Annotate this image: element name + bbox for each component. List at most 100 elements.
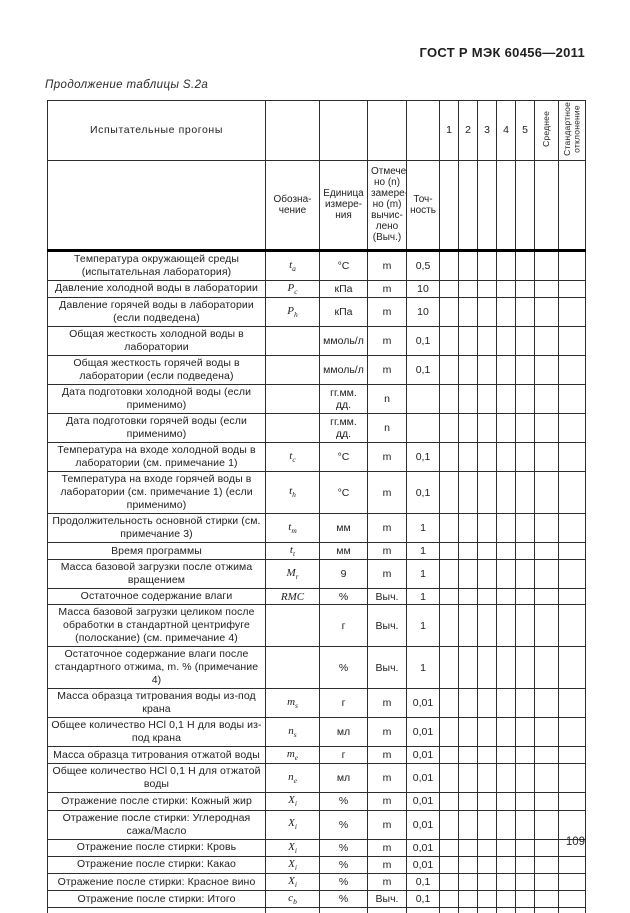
empty-cell [47, 907, 266, 913]
header-run-1: 1 [439, 100, 459, 161]
cell-run-value [458, 413, 478, 444]
cell-symbol: tm [265, 513, 320, 544]
cell-mean-value [534, 297, 559, 328]
cell-run-value [439, 355, 459, 386]
header-empty-cell [534, 159, 559, 252]
cell-accuracy: 1 [406, 646, 440, 690]
cell-run-value [458, 279, 478, 299]
header-runs-title: Испытательные прогоны [47, 100, 266, 161]
cell-run-value [439, 717, 459, 748]
table-row: Отражение после стирки: Кровь Xi% m 0,01 [47, 838, 586, 857]
cell-marked: m [367, 717, 407, 748]
cell-symbol: Xi [265, 838, 320, 857]
table-row: Общая жесткость холодной воды в лаборато… [47, 326, 586, 357]
cell-parameter: Остаточное содержание влаги после станда… [47, 646, 266, 690]
cell-unit: г [319, 688, 368, 719]
cell-symbol: tt [265, 542, 320, 561]
cell-run-value [496, 646, 516, 690]
cell-mean-value [534, 717, 559, 748]
header-row-1: Испытательные прогоны 1 2 3 4 5 Среднее … [47, 100, 586, 161]
cell-symbol: th [265, 471, 320, 515]
cell-stddev-value [558, 326, 586, 357]
cell-stddev-value [558, 746, 586, 765]
cell-unit: °C [319, 471, 368, 515]
table-row: Масса образца титрования отжатой воды me г… [47, 746, 586, 765]
cell-accuracy: 0,1 [406, 326, 440, 357]
doc-number: ГОСТ Р МЭК 60456—2011 [419, 45, 585, 60]
cell-parameter: Общая жесткость горячей воды в лаборатор… [47, 355, 266, 386]
cell-run-value [458, 746, 478, 765]
table-row: Общее количество HCl 0,1 Н для воды из-п… [47, 717, 586, 748]
table-row-empty [47, 907, 586, 913]
table-row: Дата подготовки холодной воды (если прим… [47, 384, 586, 415]
table-row: Масса образца титрования воды из-под кра… [47, 688, 586, 719]
header-empty-cell [406, 100, 440, 161]
cell-parameter: Отражение после стирки: Кожный жир [47, 792, 266, 811]
cell-run-value [439, 326, 459, 357]
table-row: Отражение после стирки: Какао Xi% m 0,01 [47, 855, 586, 874]
cell-run-value [458, 646, 478, 690]
cell-unit: кПа [319, 279, 368, 299]
cell-run-value [515, 855, 535, 874]
cell-symbol: Pc [265, 279, 320, 299]
cell-run-value [515, 604, 535, 648]
cell-run-value [458, 384, 478, 415]
cell-run-value [458, 838, 478, 857]
cell-marked: m [367, 746, 407, 765]
table-row: Продолжительность основной стирки (см. п… [47, 513, 586, 544]
cell-run-value [496, 471, 516, 515]
cell-run-value [477, 559, 497, 590]
cell-run-value [458, 559, 478, 590]
cell-run-value [439, 890, 459, 909]
cell-accuracy: 0,01 [406, 855, 440, 874]
cell-run-value [477, 763, 497, 794]
cell-run-value [515, 688, 535, 719]
cell-mean-value [534, 792, 559, 811]
header-empty-cell [367, 100, 407, 161]
cell-parameter: Продолжительность основной стирки (см. п… [47, 513, 266, 544]
cell-mean-value [534, 326, 559, 357]
cell-run-value [515, 513, 535, 544]
cell-stddev-value [558, 717, 586, 748]
cell-run-value [496, 297, 516, 328]
cell-stddev-value [558, 249, 586, 281]
table-row: Отражение после стирки: Красное вино Xi% m… [47, 872, 586, 892]
cell-mean-value [534, 384, 559, 415]
empty-cell [534, 907, 559, 913]
empty-cell [367, 907, 407, 913]
cell-run-value [496, 326, 516, 357]
cell-symbol: Xi [265, 855, 320, 874]
cell-symbol [265, 604, 320, 648]
header-mean: Среднее [534, 100, 559, 161]
cell-run-value [458, 355, 478, 386]
cell-unit: % [319, 872, 368, 892]
table-caption: Продолжение таблицы S.2a [45, 79, 209, 91]
cell-run-value [477, 513, 497, 544]
cell-parameter: Отражение после стирки: Красное вино [47, 872, 266, 892]
cell-mean-value [534, 413, 559, 444]
cell-unit: % [319, 809, 368, 840]
cell-run-value [458, 471, 478, 515]
empty-cell [515, 907, 535, 913]
cell-parameter: Давление горячей воды в лаборатории (есл… [47, 297, 266, 328]
cell-symbol: ne [265, 763, 320, 794]
empty-cell [439, 907, 459, 913]
cell-run-value [439, 249, 459, 281]
cell-run-value [439, 413, 459, 444]
cell-run-value [515, 442, 535, 473]
cell-run-value [458, 297, 478, 328]
cell-marked: Выч. [367, 890, 407, 909]
cell-marked: m [367, 872, 407, 892]
cell-run-value [515, 413, 535, 444]
cell-accuracy: 0,01 [406, 746, 440, 765]
cell-run-value [515, 746, 535, 765]
cell-unit: °C [319, 249, 368, 281]
cell-marked: m [367, 279, 407, 299]
cell-mean-value [534, 763, 559, 794]
cell-parameter: Масса базовой загрузки целиком после обр… [47, 604, 266, 648]
cell-mean-value [534, 442, 559, 473]
cell-mean-value [534, 604, 559, 648]
cell-run-value [458, 809, 478, 840]
cell-run-value [458, 513, 478, 544]
cell-run-value [477, 413, 497, 444]
